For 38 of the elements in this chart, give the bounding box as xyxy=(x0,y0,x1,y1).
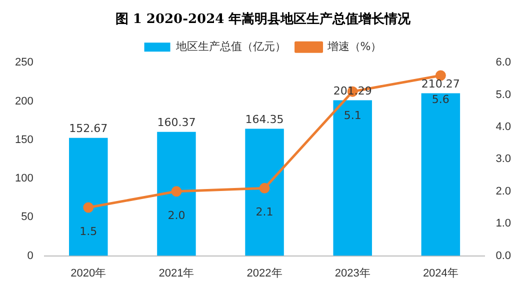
y-tick-label: 250 xyxy=(14,56,34,69)
bar xyxy=(69,138,108,256)
data-label: 160.37 xyxy=(157,116,196,130)
data-label: 2.1 xyxy=(256,206,274,219)
y-tick-label: 200 xyxy=(14,95,34,108)
legend-label: 增速（%） xyxy=(326,40,382,53)
data-label: 5.1 xyxy=(344,108,362,122)
x-tick-label: 2020年 xyxy=(70,267,106,280)
data-label: 164.35 xyxy=(245,113,284,126)
legend-label: 地区生产总值（亿元） xyxy=(174,40,286,53)
x-tick-label: 2022年 xyxy=(246,267,282,280)
data-label: 152.67 xyxy=(69,122,108,136)
data-label: 2.0 xyxy=(168,208,186,222)
y2-tick-label: 6.0 xyxy=(496,56,512,69)
point xyxy=(171,186,182,197)
x-tick-label: 2023年 xyxy=(334,267,370,280)
y-tick-label: 150 xyxy=(14,134,34,146)
y2-tick-label: 2.0 xyxy=(496,185,512,198)
y2-tick-label: 1.0 xyxy=(496,218,512,230)
point xyxy=(83,202,94,213)
data-label: 1.5 xyxy=(80,224,98,238)
y-tick-label: 100 xyxy=(14,172,34,185)
point xyxy=(259,182,270,194)
y-tick-label: 50 xyxy=(21,211,34,224)
y2-tick-label: 5.0 xyxy=(496,88,512,101)
y2-tick-label: 0.0 xyxy=(496,250,512,262)
y2-tick-label: 3.0 xyxy=(496,153,512,166)
bar xyxy=(245,128,284,256)
bar xyxy=(333,100,372,256)
y-tick-label: 0 xyxy=(27,250,34,262)
y2-tick-label: 4.0 xyxy=(496,121,512,134)
x-tick-label: 2024年 xyxy=(422,267,458,280)
data-label: 5.6 xyxy=(432,92,450,106)
bar xyxy=(421,93,460,256)
chart-title: 图 1 2020-2024 年嵩明县地区生产总值增长情况 xyxy=(115,11,412,28)
bar xyxy=(157,132,196,256)
data-label: 210.27 xyxy=(421,78,460,91)
x-tick-label: 2021年 xyxy=(158,267,194,280)
